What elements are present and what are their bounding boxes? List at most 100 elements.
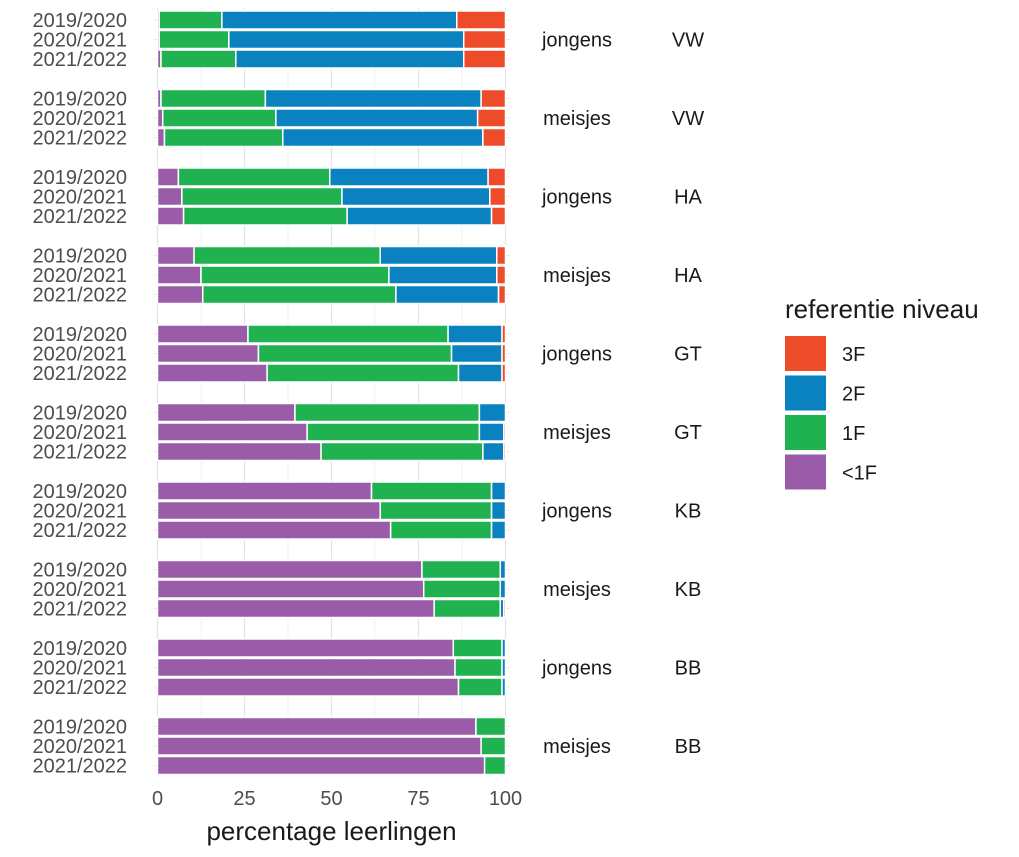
bar-segment-1F bbox=[294, 402, 481, 423]
bar-segment-1F bbox=[422, 579, 502, 599]
bar-segment-lt1F bbox=[156, 441, 322, 462]
bar-segment-1F bbox=[158, 10, 223, 30]
bar-segment-1F bbox=[257, 343, 453, 364]
bar-segment-lt1F bbox=[156, 245, 195, 266]
bar-segment-2F bbox=[457, 363, 503, 383]
gender-strip-label: meisjes bbox=[543, 265, 611, 287]
x-tick-label: 50 bbox=[320, 788, 342, 810]
bar-segment-2F bbox=[501, 657, 507, 678]
bar-segment-2F bbox=[228, 29, 465, 50]
bar-segment-1F bbox=[163, 127, 284, 148]
level-strip-label: BB bbox=[675, 736, 702, 758]
bar-segment-1F bbox=[181, 186, 343, 207]
bar-segment-2F bbox=[329, 167, 489, 187]
gender-strip-label: meisjes bbox=[543, 108, 611, 130]
gender-strip-label: meisjes bbox=[543, 422, 611, 444]
bar-segment-lt1F bbox=[156, 716, 477, 737]
bar-segment-1F bbox=[200, 265, 390, 285]
bar-segment-1F bbox=[480, 736, 507, 756]
bar-segment-3F bbox=[490, 206, 507, 226]
bar-segment-2F bbox=[282, 127, 484, 148]
bar-segment-lt1F bbox=[156, 206, 185, 226]
bar-segment-2F bbox=[450, 343, 503, 364]
bar-segment-2F bbox=[395, 284, 500, 305]
year-tick-label: 2020/2021 bbox=[32, 422, 127, 444]
year-tick-label: 2019/2020 bbox=[32, 324, 127, 346]
level-strip-label: HA bbox=[674, 265, 702, 287]
bar-segment-lt1F bbox=[156, 657, 456, 678]
bar-segment-2F bbox=[264, 88, 482, 109]
year-tick-label: 2019/2020 bbox=[32, 89, 127, 111]
legend-title: referentie niveau bbox=[785, 294, 979, 324]
bar-segment-2F bbox=[478, 402, 507, 423]
year-tick-label: 2019/2020 bbox=[32, 246, 127, 268]
bar-segment-1F bbox=[247, 324, 449, 344]
bar-segment-1F bbox=[379, 500, 493, 521]
bar-segment-2F bbox=[379, 245, 498, 266]
year-tick-label: 2021/2022 bbox=[32, 128, 127, 150]
year-tick-label: 2020/2021 bbox=[32, 265, 127, 287]
bar-segment-2F bbox=[482, 441, 505, 462]
bar-segment-lt1F bbox=[156, 402, 296, 423]
bar-segment-1F bbox=[161, 108, 277, 128]
year-tick-label: 2019/2020 bbox=[32, 403, 127, 425]
bar-segment-2F bbox=[490, 481, 507, 501]
bar-segment-3F bbox=[462, 29, 507, 50]
gender-strip-label: jongens bbox=[541, 187, 612, 209]
bar-segment-2F bbox=[490, 500, 507, 521]
year-tick-label: 2020/2021 bbox=[32, 108, 127, 130]
bar-segment-2F bbox=[388, 265, 498, 285]
level-strip-label: VW bbox=[672, 30, 704, 52]
bar-segment-2F bbox=[341, 186, 491, 207]
year-tick-label: 2021/2022 bbox=[32, 206, 127, 228]
bar-segment-1F bbox=[454, 657, 503, 678]
gender-strip-label: jongens bbox=[541, 344, 612, 366]
bar-segment-1F bbox=[433, 598, 502, 619]
bar-segment-lt1F bbox=[156, 500, 381, 521]
bar-segment-1F bbox=[160, 49, 237, 69]
year-tick-label: 2020/2021 bbox=[32, 344, 127, 366]
bar-segment-lt1F bbox=[156, 520, 392, 540]
legend-label: <1F bbox=[842, 463, 877, 485]
bar-segment-3F bbox=[462, 49, 507, 69]
bar-segment-2F bbox=[346, 206, 493, 226]
bar-segment-1F bbox=[182, 206, 348, 226]
legend-key-3F bbox=[785, 336, 826, 371]
x-axis: 0 25 50 75 100 percentage leerlingen bbox=[152, 788, 522, 846]
year-tick-label: 2020/2021 bbox=[32, 187, 127, 209]
legend-label: 2F bbox=[842, 384, 865, 406]
bar-segment-2F bbox=[447, 324, 503, 344]
bar-segment-lt1F bbox=[156, 422, 308, 442]
bar-segment-3F bbox=[496, 265, 507, 285]
bar-segment-1F bbox=[177, 167, 331, 187]
level-strip-label: KB bbox=[675, 579, 702, 601]
bar-segment-3F bbox=[497, 284, 507, 305]
gender-strip-label: jongens bbox=[541, 30, 612, 52]
bar-segment-2F bbox=[501, 638, 507, 658]
bar-segment-3F bbox=[496, 245, 507, 266]
bar-segment-lt1F bbox=[156, 127, 166, 148]
bar-segment-2F bbox=[490, 520, 507, 540]
bar-segment-lt1F bbox=[156, 481, 373, 501]
bar-segment-2F bbox=[221, 10, 458, 30]
year-tick-label: 2021/2022 bbox=[32, 599, 127, 621]
bar-segment-3F bbox=[456, 10, 507, 30]
year-tick-label: 2019/2020 bbox=[32, 560, 127, 582]
bar-segment-lt1F bbox=[156, 598, 435, 619]
year-tick-label: 2020/2021 bbox=[32, 579, 127, 601]
bar-segment-lt1F bbox=[156, 343, 260, 364]
x-tick-label: 0 bbox=[152, 788, 163, 810]
year-tick-label: 2021/2022 bbox=[32, 756, 127, 778]
bar-segment-3F bbox=[476, 108, 507, 128]
bars bbox=[156, 10, 507, 776]
bar-segment-2F bbox=[478, 422, 505, 442]
year-tick-label: 2019/2020 bbox=[32, 481, 127, 503]
bar-segment-lt1F bbox=[156, 186, 183, 207]
bar-segment-1F bbox=[193, 245, 381, 266]
legend: referentie niveau 3F 2F 1F <1F bbox=[785, 294, 979, 490]
legend-key-1F bbox=[785, 415, 826, 450]
bar-segment-3F bbox=[489, 186, 507, 207]
bar-segment-1F bbox=[389, 520, 493, 540]
